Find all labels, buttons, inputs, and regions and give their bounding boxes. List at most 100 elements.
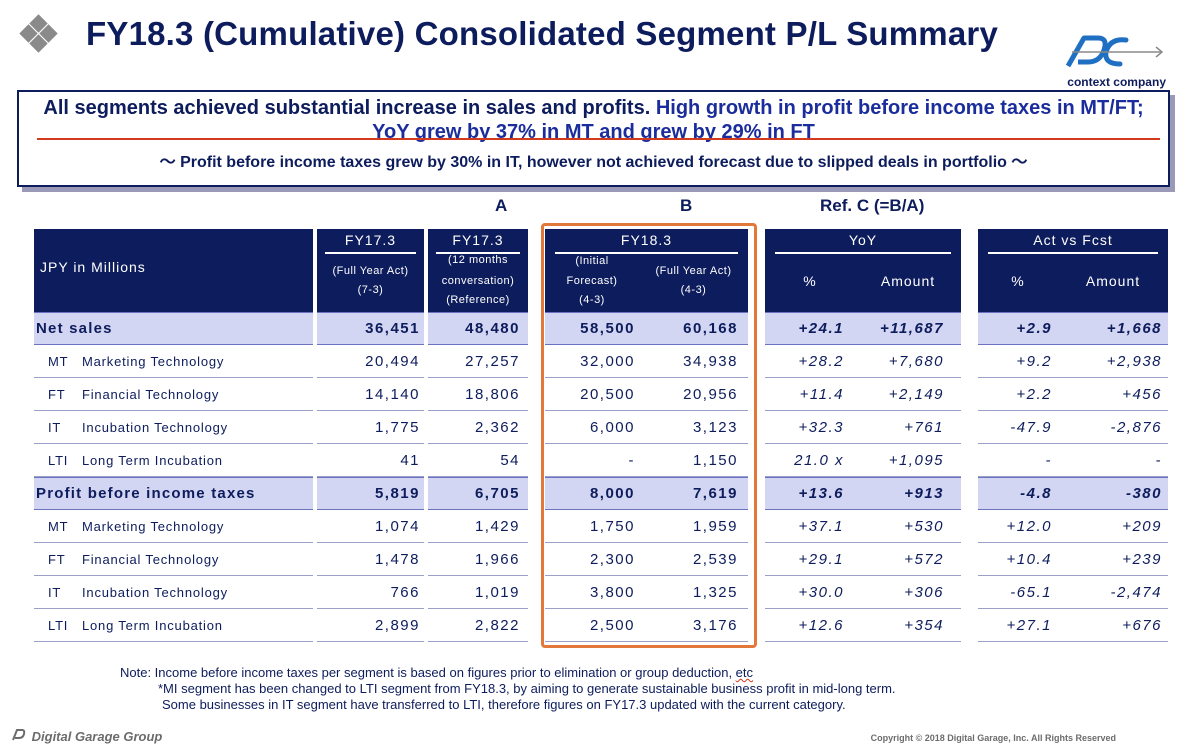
cell-fcst: 2,500 (589, 617, 635, 634)
cell-yoy-amt: +7,680 (888, 353, 944, 370)
cell-act: 3,176 (692, 617, 738, 634)
cell-fy17-12m: 1,966 (474, 551, 520, 568)
page-title: FY18.3 (Cumulative) Consolidated Segment… (86, 15, 999, 52)
cell-yoy-pct: 21.0 x (794, 452, 844, 469)
cell-avf-pct: -4.8 (1020, 485, 1052, 502)
cell-act: 1,325 (692, 584, 738, 601)
row-segment-name: Incubation Technology (82, 420, 228, 435)
red-underline (37, 138, 1160, 140)
cell-avf-amt: -2,474 (1110, 584, 1162, 601)
cell-yoy-pct: +12.6 (798, 617, 844, 634)
cell-act: 1,959 (692, 518, 738, 535)
cell-avf-pct: +9.2 (1016, 353, 1052, 370)
table-row: LTI Long Term Incubation 2,899 2,822 2,500 3,… (34, 609, 1168, 642)
cell-fy17: 1,775 (374, 419, 420, 436)
header-avf-title: Act vs Fcst (1033, 232, 1113, 248)
cell-act: 34,938 (683, 353, 738, 370)
cell-act: 20,956 (683, 386, 738, 403)
cell-fy17: 1,074 (374, 518, 420, 535)
row-segment-code: FT (48, 552, 66, 567)
column-tag-b: B (680, 196, 693, 215)
header-fy18: FY18.3 (Initial Forecast) (4-3) (Full Ye… (545, 229, 748, 312)
cell-act: 3,123 (692, 419, 738, 436)
header-unit: JPY in Millions (40, 259, 146, 275)
table-total-row: Profit before income taxes 5,819 6,705 8,00… (34, 477, 1168, 510)
cell-yoy-amt: +11,687 (879, 320, 944, 337)
logo-text: context company (1067, 75, 1166, 89)
cell-avf-amt: +239 (1122, 551, 1162, 568)
cell-avf-amt: -380 (1125, 485, 1162, 502)
cell-fy17: 20,494 (365, 353, 420, 370)
cell-yoy-amt: +1,095 (888, 452, 944, 469)
cell-yoy-pct: +13.6 (798, 485, 844, 502)
cell-fy17: 1,478 (374, 551, 420, 568)
cell-fy17: 766 (390, 584, 420, 601)
header-fy17-12m-title: FY17.3 (452, 232, 504, 248)
header-unit-cell: JPY in Millions (34, 229, 313, 312)
cell-fy17-12m: 48,480 (465, 320, 520, 337)
cell-fy17-12m: 1,429 (474, 518, 520, 535)
header-yoy: YoY % Amount (765, 229, 961, 312)
note-line1-etc: etc (735, 665, 754, 680)
note-line3: Some businesses in IT segment have trans… (162, 697, 846, 712)
header-fy17-full: FY17.3 (Full Year Act) (7-3) (317, 229, 424, 312)
cell-fcst: 8,000 (589, 485, 635, 502)
cell-fy17: 14,140 (365, 386, 420, 403)
cell-fcst: 58,500 (580, 320, 635, 337)
cell-yoy-pct: +30.0 (798, 584, 844, 601)
cell-fy17: 41 (400, 452, 420, 469)
row-segment-name: Marketing Technology (82, 519, 225, 534)
cell-fy17-12m: 18,806 (465, 386, 520, 403)
forecast-highlight-box (541, 223, 757, 648)
cell-avf-amt: +456 (1122, 386, 1162, 403)
cell-yoy-amt: +913 (904, 485, 944, 502)
cell-avf-amt: +2,938 (1106, 353, 1162, 370)
row-segment-code: LTI (48, 453, 69, 468)
summary-headline-part1: All segments achieved substantial increa… (43, 97, 651, 119)
cell-act: 1,150 (692, 452, 738, 469)
cell-fy17-12m: 2,822 (474, 617, 520, 634)
cell-avf-pct: +12.0 (1006, 518, 1052, 535)
cell-fy17-12m: 6,705 (474, 485, 520, 502)
cell-yoy-amt: +306 (904, 584, 944, 601)
row-segment-name: Long Term Incubation (82, 618, 223, 633)
table-row: MT Marketing Technology 20,494 27,257 32,000… (34, 345, 1168, 378)
row-label: Net sales (36, 320, 113, 337)
table-row: IT Incubation Technology 766 1,019 3,800 1,32… (34, 576, 1168, 609)
row-segment-code: LTI (48, 618, 69, 633)
cell-avf-amt: - (1155, 452, 1162, 469)
header-fy17-title: FY17.3 (344, 232, 397, 248)
row-segment-name: Financial Technology (82, 387, 220, 402)
table-row: MT Marketing Technology 1,074 1,429 1,750 1,9… (34, 510, 1168, 543)
table-row: IT Incubation Technology 1,775 2,362 6,000 3,… (34, 411, 1168, 444)
cell-fcst: 6,000 (589, 419, 635, 436)
header-fy18-title: FY18.3 (620, 232, 673, 248)
cell-fy17-12m: 27,257 (465, 353, 520, 370)
cell-fy17-12m: 2,362 (474, 419, 520, 436)
row-segment-code: MT (48, 354, 69, 369)
cell-fcst: 20,500 (580, 386, 635, 403)
column-tag-ref: Ref. C (=B/A) (820, 196, 925, 215)
cell-yoy-amt: +761 (904, 419, 944, 436)
cell-fcst: 1,750 (589, 518, 635, 535)
cell-yoy-amt: +2,149 (888, 386, 944, 403)
cell-avf-amt: +1,668 (1106, 320, 1162, 337)
cell-yoy-amt: +572 (904, 551, 944, 568)
cell-fy17-12m: 1,019 (474, 584, 520, 601)
cell-yoy-pct: +11.4 (799, 386, 844, 403)
cell-fcst: 3,800 (589, 584, 635, 601)
cell-yoy-amt: +354 (904, 617, 944, 634)
cell-avf-pct: -47.9 (1010, 419, 1052, 436)
cell-yoy-pct: +29.1 (798, 551, 844, 568)
table-row: LTI Long Term Incubation 41 54 - 1,150 21.0 x +… (34, 444, 1168, 477)
note-line1: Note: Income before income taxes per seg… (120, 665, 736, 680)
cell-avf-pct: -65.1 (1010, 584, 1052, 601)
row-segment-code: IT (48, 585, 62, 600)
context-company-logo: context company (1056, 26, 1166, 90)
row-segment-code: FT (48, 387, 66, 402)
cell-act: 2,539 (692, 551, 738, 568)
cell-avf-pct: - (1045, 452, 1052, 469)
notes: Note: Income before income taxes per seg… (120, 665, 896, 713)
cell-fcst: 2,300 (589, 551, 635, 568)
header-act-vs-fcst: Act vs Fcst % Amount (978, 229, 1168, 312)
